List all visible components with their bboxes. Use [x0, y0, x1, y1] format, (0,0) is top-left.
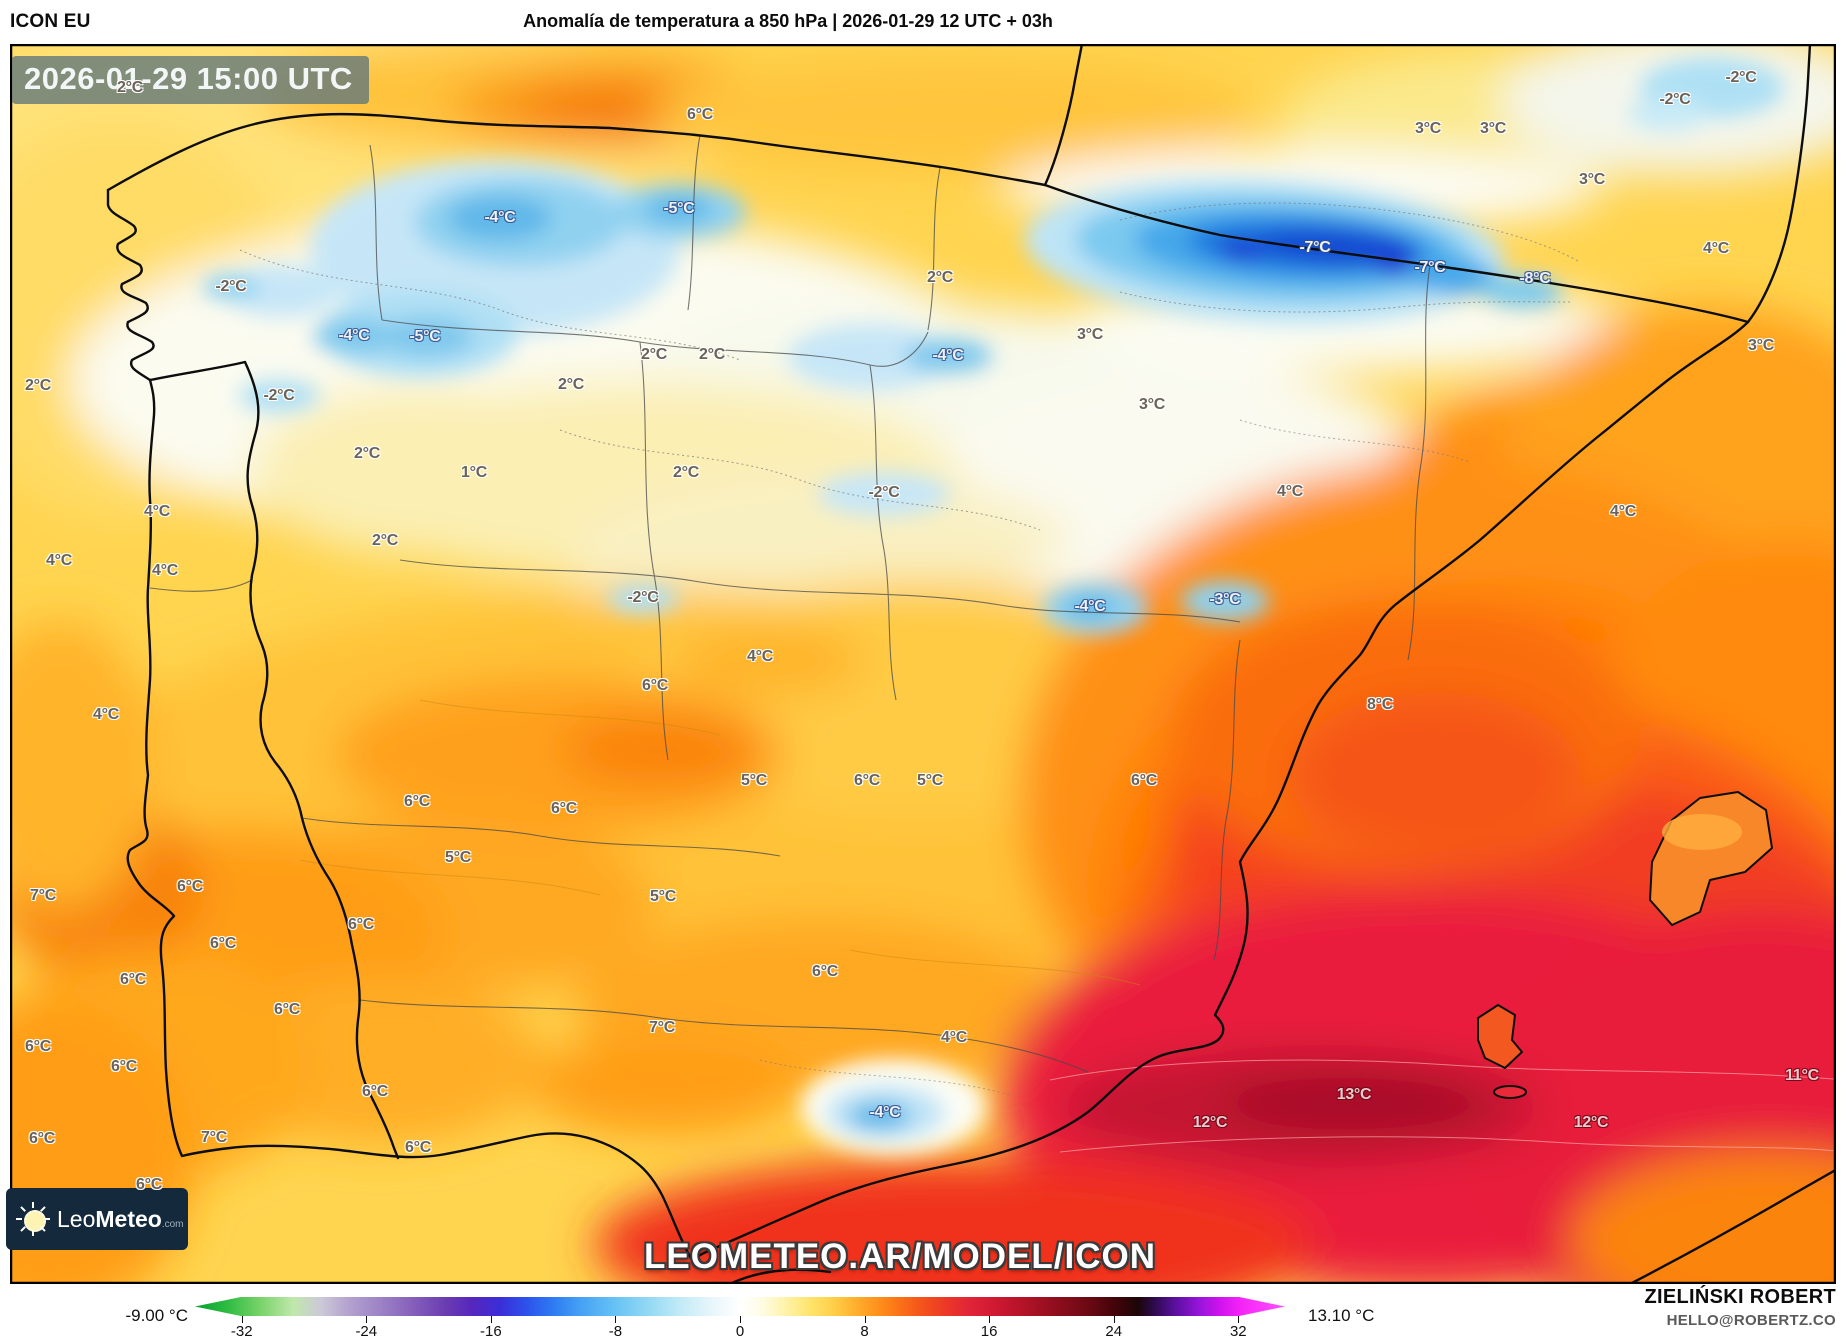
anomaly-map: [10, 44, 1836, 1284]
model-name: ICON EU: [10, 11, 91, 32]
author-name: ZIELIŃSKI ROBERT: [1644, 1286, 1836, 1308]
colorbar-max-label: 13.10 °C: [1308, 1306, 1375, 1325]
colorbar-tick-label: -32: [230, 1323, 253, 1339]
map-canvas: [10, 44, 1836, 1284]
map-border: [10, 44, 1836, 1284]
colorbar-tick: [864, 1316, 866, 1323]
warm-field: [10, 44, 1836, 1284]
colorbar-tick: [1238, 1316, 1240, 1323]
page-title: Anomalía de temperatura a 850 hPa | 2026…: [523, 11, 1053, 31]
colorbar-tick: [989, 1316, 991, 1323]
colorbar-tick-label: 16: [980, 1323, 998, 1339]
colorbar-tick-label: 0: [735, 1323, 745, 1339]
logo-text: LeoMeteo.com: [57, 1205, 184, 1232]
region-borders: [149, 134, 1431, 1073]
legend-footer: -9.00 °C 13.10 °C ZIELIŃSKI ROBERT HELLO…: [0, 1284, 1846, 1339]
header-bar: ICON EU Anomalía de temperatura a 850 hP…: [0, 0, 1846, 44]
colorbar-tick: [615, 1316, 617, 1323]
watermark: LEOMETEO.AR/MODEL/ICON: [644, 1237, 1156, 1276]
colorbar-min-label: -9.00 °C: [125, 1306, 188, 1325]
coastline: [106, 44, 1836, 1284]
author-contact: HELLO@ROBERTZ.CO: [1666, 1312, 1836, 1329]
colorbar-tick: [490, 1316, 492, 1323]
contour-lines: [239, 202, 1836, 1153]
colorbar-tick-label: -24: [355, 1323, 378, 1339]
colorbar-tick: [366, 1316, 368, 1323]
colorbar-tick: [740, 1316, 741, 1323]
colorbar-tick-label: 32: [1229, 1323, 1247, 1339]
colorbar-tick: [1113, 1316, 1115, 1323]
colorbar-tick-label: 24: [1105, 1323, 1123, 1339]
sun-icon: [16, 1202, 50, 1236]
cold-pools: [203, 58, 1784, 1155]
timestamp-overlay: 2026-01-29 15:00 UTC: [12, 56, 369, 104]
colorbar-tick: [241, 1316, 243, 1323]
colorbar-tick-label: -8: [608, 1323, 623, 1339]
leometeo-logo: LeoMeteo.com: [6, 1188, 188, 1250]
colorbar-tick-label: -16: [480, 1323, 502, 1339]
colorbar-tick-label: 8: [860, 1323, 869, 1339]
colorbar: [195, 1297, 1285, 1316]
